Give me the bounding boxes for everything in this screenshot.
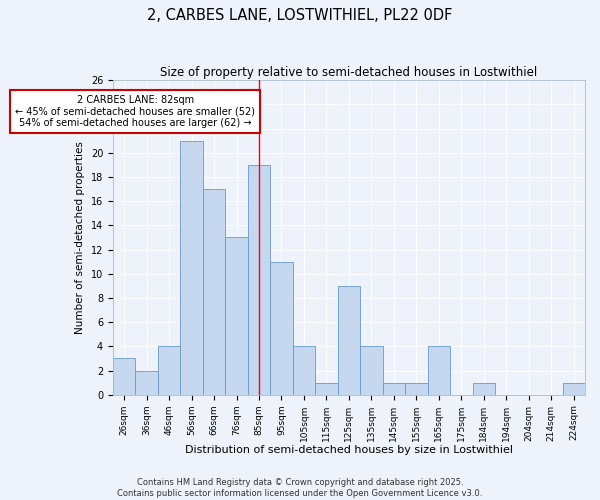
Bar bbox=[315, 382, 338, 394]
Bar bbox=[136, 370, 158, 394]
Bar bbox=[158, 346, 181, 395]
Y-axis label: Number of semi-detached properties: Number of semi-detached properties bbox=[75, 141, 85, 334]
X-axis label: Distribution of semi-detached houses by size in Lostwithiel: Distribution of semi-detached houses by … bbox=[185, 445, 513, 455]
Bar bbox=[293, 346, 315, 395]
Bar bbox=[181, 140, 203, 394]
Bar bbox=[383, 382, 405, 394]
Bar bbox=[428, 346, 450, 395]
Bar bbox=[405, 382, 428, 394]
Bar bbox=[248, 165, 270, 394]
Bar bbox=[225, 238, 248, 394]
Bar bbox=[473, 382, 495, 394]
Bar bbox=[360, 346, 383, 395]
Text: 2, CARBES LANE, LOSTWITHIEL, PL22 0DF: 2, CARBES LANE, LOSTWITHIEL, PL22 0DF bbox=[148, 8, 452, 22]
Bar bbox=[563, 382, 585, 394]
Text: 2 CARBES LANE: 82sqm
← 45% of semi-detached houses are smaller (52)
54% of semi-: 2 CARBES LANE: 82sqm ← 45% of semi-detac… bbox=[16, 94, 256, 128]
Bar bbox=[113, 358, 136, 394]
Bar bbox=[338, 286, 360, 395]
Bar bbox=[270, 262, 293, 394]
Title: Size of property relative to semi-detached houses in Lostwithiel: Size of property relative to semi-detach… bbox=[160, 66, 538, 79]
Bar bbox=[203, 189, 225, 394]
Text: Contains HM Land Registry data © Crown copyright and database right 2025.
Contai: Contains HM Land Registry data © Crown c… bbox=[118, 478, 482, 498]
